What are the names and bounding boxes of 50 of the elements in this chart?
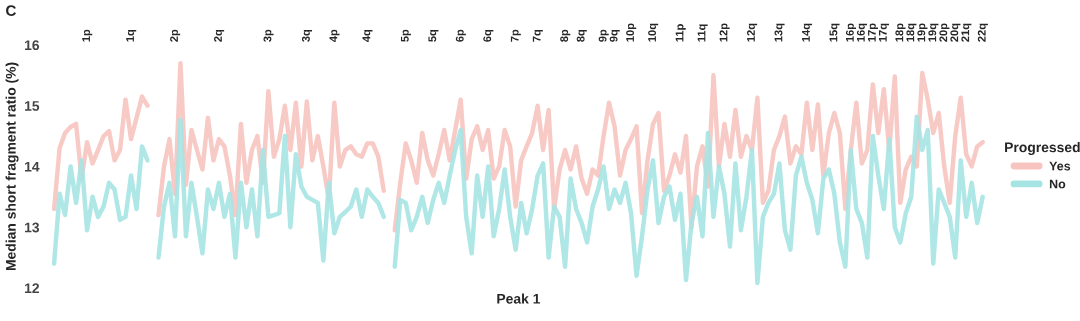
x-axis-title: Peak 1 xyxy=(497,293,541,304)
x-tick-label: 22q xyxy=(977,23,988,42)
x-tick-label: 19q xyxy=(928,23,939,42)
y-tick-label: 16 xyxy=(25,40,40,51)
x-tick-label: 16p xyxy=(845,23,857,42)
x-tick-label: 8p xyxy=(560,29,571,42)
x-tick-label: 7p xyxy=(510,29,521,42)
x-tick-label: 2p xyxy=(170,29,181,42)
legend-label: No xyxy=(1049,179,1066,189)
x-tick-label: 14q xyxy=(802,23,813,42)
y-tick-label: 15 xyxy=(25,101,40,111)
x-tick-label: 11p xyxy=(675,24,686,42)
x-tick-label: 3q xyxy=(301,29,313,42)
x-tick-label: 18q xyxy=(906,23,917,42)
chart-title: C xyxy=(6,5,17,17)
x-tick-label: 9q xyxy=(609,29,620,42)
x-tick-label: 12q xyxy=(747,23,758,42)
x-tick-label: 7q xyxy=(532,29,543,42)
x-tick-label: 8q xyxy=(576,29,587,42)
x-tick-label: 5q xyxy=(428,29,439,42)
x-tick-label: 20p xyxy=(939,23,950,42)
x-tick-label: 1q xyxy=(126,29,137,42)
x-tick-label: 1p xyxy=(82,29,93,42)
y-tick-label: 14 xyxy=(25,161,40,172)
x-tick-label: 21q xyxy=(961,23,972,42)
x-tick-label: 4q xyxy=(362,29,373,42)
x-tick-label: 2q xyxy=(214,29,225,42)
y-tick-label: 13 xyxy=(25,222,40,233)
x-tick-label: 3p xyxy=(263,29,274,42)
x-tick-label: 10p xyxy=(626,23,637,42)
x-tick-label: 4p xyxy=(329,29,340,42)
x-tick-label: 17q xyxy=(879,23,889,42)
x-tick-label: 6p xyxy=(455,29,466,42)
x-tick-label: 15q xyxy=(829,23,840,42)
x-tick-label: 18p xyxy=(895,23,906,42)
x-tick-label: 19p xyxy=(917,23,928,42)
x-tick-label: 16q xyxy=(856,23,867,42)
legend-label: Yes xyxy=(1049,161,1071,171)
x-tick-label: 13q xyxy=(774,23,785,42)
x-tick-label: 9p xyxy=(598,29,609,42)
x-tick-label: 5p xyxy=(400,29,411,42)
x-tick-label: 12p xyxy=(719,23,730,42)
x-tick-label: 17p xyxy=(868,23,878,42)
x-tick-label: 10q xyxy=(648,23,659,42)
x-tick-label: 11q xyxy=(697,24,708,42)
y-tick-label: 12 xyxy=(25,283,40,293)
x-tick-label: 6q xyxy=(483,29,494,42)
x-tick-label: 20q xyxy=(950,23,961,42)
legend-title: Progressed xyxy=(1005,142,1080,156)
y-axis-title: Median short fragment ratio (%) xyxy=(5,62,19,271)
